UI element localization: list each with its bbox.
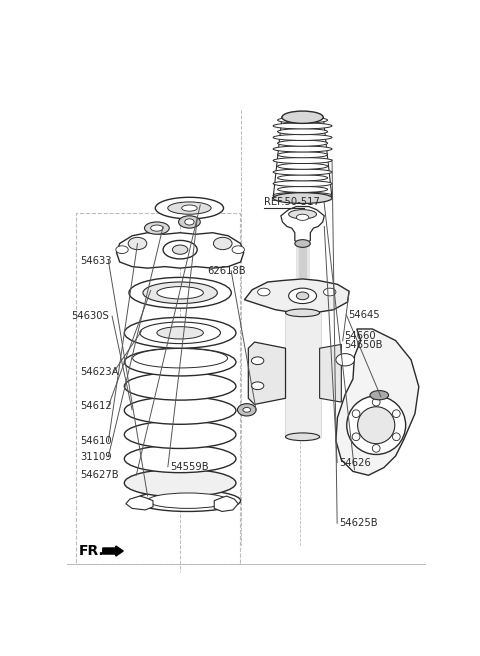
Ellipse shape [147,493,228,508]
Ellipse shape [273,157,332,163]
Ellipse shape [124,445,236,473]
Ellipse shape [156,197,224,219]
Ellipse shape [273,123,332,129]
Text: 54612: 54612 [81,401,112,411]
Text: 54633: 54633 [81,256,112,266]
Ellipse shape [347,396,406,455]
Ellipse shape [273,169,332,175]
Ellipse shape [128,237,147,250]
Ellipse shape [277,140,328,146]
Ellipse shape [214,237,232,250]
Text: 31109: 31109 [81,451,112,462]
Ellipse shape [185,219,194,225]
Ellipse shape [277,129,328,134]
Text: 54630S: 54630S [71,311,109,321]
Ellipse shape [277,117,328,123]
Ellipse shape [393,410,400,417]
Ellipse shape [324,288,336,296]
Ellipse shape [243,407,251,412]
Ellipse shape [352,410,360,417]
Ellipse shape [273,180,332,187]
Ellipse shape [372,445,380,452]
Ellipse shape [168,202,211,215]
Text: 54626: 54626 [339,458,371,468]
Ellipse shape [273,146,332,152]
Ellipse shape [132,348,228,368]
Ellipse shape [116,246,128,253]
Ellipse shape [258,288,270,296]
Ellipse shape [286,433,320,441]
Polygon shape [214,496,238,512]
Polygon shape [248,342,286,405]
Text: REF.50-517: REF.50-517 [264,197,320,207]
Ellipse shape [296,215,309,220]
Text: 54625B: 54625B [339,518,378,528]
Ellipse shape [143,282,217,304]
Ellipse shape [352,433,360,441]
Ellipse shape [296,292,309,300]
Text: 54559B: 54559B [170,462,208,472]
Ellipse shape [393,433,400,441]
Ellipse shape [157,287,204,299]
Ellipse shape [277,163,328,169]
Ellipse shape [277,175,328,181]
Text: 54645: 54645 [348,310,380,320]
Ellipse shape [288,210,316,219]
Ellipse shape [336,354,355,366]
Ellipse shape [295,239,311,247]
Ellipse shape [252,382,264,390]
Ellipse shape [238,403,256,416]
Text: 54627B: 54627B [81,470,119,480]
Ellipse shape [124,348,236,376]
Ellipse shape [370,390,389,400]
Ellipse shape [151,225,163,231]
Polygon shape [126,496,153,510]
Ellipse shape [124,318,236,348]
Ellipse shape [273,134,332,140]
Text: FR.: FR. [79,544,104,558]
Ellipse shape [282,111,323,123]
Polygon shape [117,233,244,268]
Polygon shape [336,329,419,475]
Ellipse shape [124,469,236,497]
Ellipse shape [124,397,236,424]
Ellipse shape [140,322,220,344]
Ellipse shape [277,186,328,192]
Ellipse shape [232,246,244,253]
Text: 54623A: 54623A [81,367,119,377]
Ellipse shape [286,309,320,317]
Ellipse shape [124,420,236,449]
Ellipse shape [277,152,328,157]
Ellipse shape [288,288,316,304]
Ellipse shape [172,245,188,255]
Ellipse shape [252,357,264,365]
Text: 54610: 54610 [81,436,112,446]
Polygon shape [281,207,324,243]
Ellipse shape [372,398,380,406]
Polygon shape [244,279,349,313]
Ellipse shape [273,193,332,203]
FancyArrow shape [103,546,123,556]
Ellipse shape [179,216,200,228]
Ellipse shape [157,327,204,339]
Ellipse shape [124,373,236,400]
Text: 54660: 54660 [345,331,376,341]
Ellipse shape [273,192,332,198]
Polygon shape [320,344,341,402]
Ellipse shape [144,222,169,234]
Text: 62618B: 62618B [207,266,246,276]
Ellipse shape [358,407,395,443]
Ellipse shape [163,240,197,259]
Text: 54650B: 54650B [345,340,383,350]
Ellipse shape [135,490,240,512]
Ellipse shape [129,277,231,308]
Ellipse shape [181,205,197,211]
